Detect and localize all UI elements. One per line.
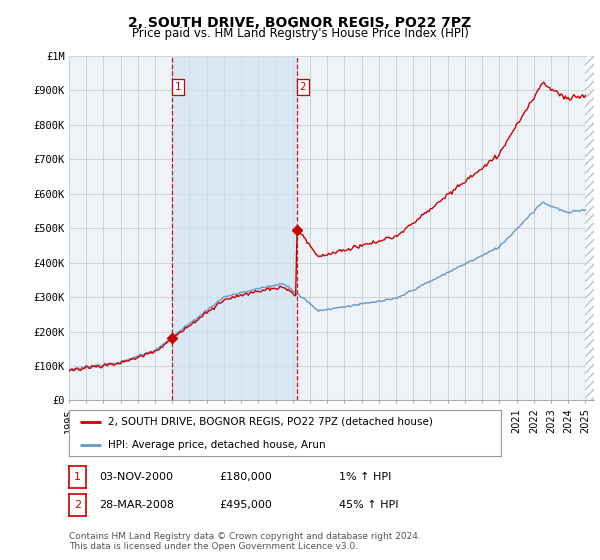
Text: 2: 2 bbox=[74, 500, 81, 510]
Bar bbox=[586, 56, 594, 400]
Text: 2, SOUTH DRIVE, BOGNOR REGIS, PO22 7PZ: 2, SOUTH DRIVE, BOGNOR REGIS, PO22 7PZ bbox=[128, 16, 472, 30]
Text: HPI: Average price, detached house, Arun: HPI: Average price, detached house, Arun bbox=[108, 440, 326, 450]
Text: 1: 1 bbox=[175, 82, 181, 92]
Text: £495,000: £495,000 bbox=[219, 500, 272, 510]
Text: Contains HM Land Registry data © Crown copyright and database right 2024.
This d: Contains HM Land Registry data © Crown c… bbox=[69, 532, 421, 552]
Text: Price paid vs. HM Land Registry's House Price Index (HPI): Price paid vs. HM Land Registry's House … bbox=[131, 27, 469, 40]
Text: 1: 1 bbox=[74, 472, 81, 482]
Text: 2, SOUTH DRIVE, BOGNOR REGIS, PO22 7PZ (detached house): 2, SOUTH DRIVE, BOGNOR REGIS, PO22 7PZ (… bbox=[108, 417, 433, 427]
Text: 45% ↑ HPI: 45% ↑ HPI bbox=[339, 500, 398, 510]
Bar bbox=[172, 56, 297, 400]
Text: 28-MAR-2008: 28-MAR-2008 bbox=[99, 500, 174, 510]
Text: £180,000: £180,000 bbox=[219, 472, 272, 482]
Text: 2: 2 bbox=[299, 82, 306, 92]
Text: 1% ↑ HPI: 1% ↑ HPI bbox=[339, 472, 391, 482]
Text: 03-NOV-2000: 03-NOV-2000 bbox=[99, 472, 173, 482]
